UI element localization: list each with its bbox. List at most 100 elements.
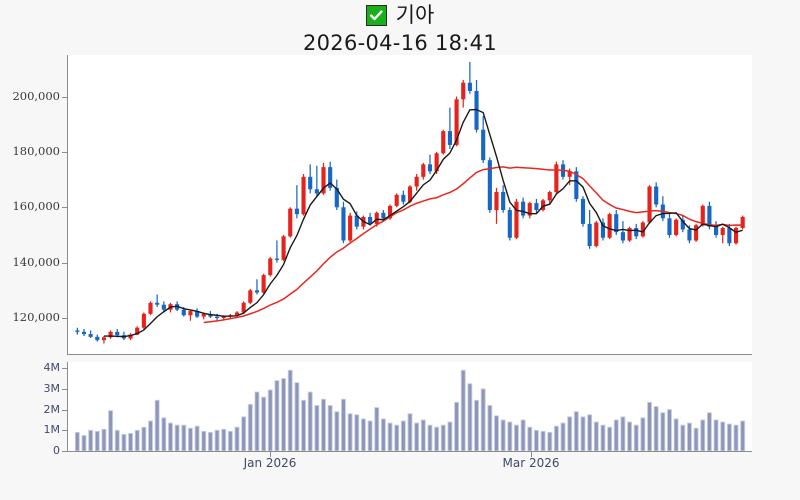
volume-bar — [460, 369, 466, 451]
volume-bar — [547, 431, 553, 451]
candlestick — [580, 198, 586, 224]
candlestick — [634, 228, 639, 237]
candlestick — [214, 316, 220, 319]
volume-bar — [387, 422, 393, 451]
candlestick — [274, 258, 279, 260]
candlestick — [281, 236, 286, 260]
chart-header: 기아 2026-04-16 18:41 — [0, 0, 800, 56]
volume-bar — [540, 430, 546, 451]
price-y-tick-label: 180,000 — [12, 143, 60, 158]
candlestick — [401, 194, 406, 202]
candlestick — [241, 302, 246, 313]
candlestick — [341, 207, 346, 241]
volume-y-tick-label: 3M — [43, 381, 61, 395]
candlestick — [600, 222, 606, 238]
volume-y-tick-label: 1M — [43, 423, 61, 437]
candlestick — [248, 290, 253, 303]
volume-bar — [327, 405, 333, 451]
candlestick — [720, 228, 725, 235]
volume-y-tick-label: 0 — [53, 444, 60, 457]
candlestick — [494, 192, 499, 211]
candlestick — [640, 222, 645, 237]
volume-bar — [533, 429, 539, 451]
volume-bar — [114, 429, 120, 451]
volume-bar — [733, 424, 739, 451]
volume-bar — [593, 421, 599, 451]
volume-bar — [507, 421, 513, 451]
volume-bar — [301, 399, 306, 451]
candlestick — [407, 186, 413, 202]
candlestick — [427, 164, 433, 172]
price-y-tick — [62, 96, 67, 98]
candlestick — [188, 311, 193, 316]
volume-bar — [680, 424, 686, 451]
volume-y-tick — [62, 388, 67, 390]
candlestick — [394, 194, 399, 206]
price-y-tick-label: 120,000 — [12, 310, 60, 324]
candlestick — [261, 275, 266, 293]
candlestick — [474, 90, 479, 130]
volume-bar — [673, 418, 679, 451]
volume-y-tick — [62, 430, 67, 432]
volume-bar — [567, 416, 573, 451]
volume-bar — [740, 420, 746, 451]
volume-bar — [148, 420, 153, 451]
volume-bar — [553, 425, 559, 451]
candlestick — [447, 131, 452, 145]
candlestick — [288, 208, 293, 237]
volume-bar — [620, 416, 626, 451]
volume-y-tick-label: 2M — [43, 402, 61, 416]
title-row: 기아 — [0, 1, 800, 29]
ma-short-line — [103, 108, 743, 338]
candlestick — [148, 302, 153, 314]
volume-y-tick — [62, 368, 67, 370]
volume-bar — [407, 413, 413, 451]
volume-bar — [247, 403, 253, 451]
volume-bar — [647, 401, 652, 451]
volume-bar — [607, 426, 613, 451]
candlestick — [707, 205, 712, 227]
volume-bar — [274, 380, 280, 451]
candlestick — [221, 316, 226, 319]
candlestick — [308, 176, 313, 190]
volume-bar — [307, 391, 313, 451]
candlestick — [727, 228, 732, 244]
volume-bar — [281, 378, 287, 451]
volume-bar — [374, 407, 380, 451]
candlestick — [334, 187, 339, 208]
volume-bar — [720, 421, 726, 451]
candlestick — [268, 258, 273, 276]
volume-y-tick — [62, 409, 67, 411]
volume-bar — [573, 411, 579, 451]
candlestick — [521, 201, 526, 216]
candlestick — [694, 225, 699, 241]
price-y-tick-label: 160,000 — [12, 199, 60, 214]
volume-bar — [400, 420, 406, 451]
volume-bar — [560, 422, 566, 451]
candlestick — [614, 214, 619, 233]
candlestick — [501, 192, 506, 211]
volume-bar — [354, 414, 360, 451]
volume-bar — [454, 401, 460, 451]
volume-bar — [94, 430, 100, 451]
volume-y-tick — [62, 451, 67, 452]
price-chart-panel — [67, 55, 752, 355]
volume-bar — [108, 410, 114, 451]
candlestick — [387, 205, 393, 219]
price-y-tick — [62, 207, 67, 209]
candlestick — [507, 210, 512, 238]
price-y-tick — [62, 318, 67, 319]
candlestick — [733, 228, 739, 244]
volume-bar — [334, 411, 340, 451]
volume-bar — [360, 418, 366, 451]
candlestick — [700, 205, 705, 226]
volume-bar — [427, 424, 433, 451]
candlestick — [454, 99, 459, 145]
volume-bar — [447, 421, 453, 451]
volume-bar — [687, 422, 692, 451]
volume-bar — [726, 423, 732, 451]
candlestick — [434, 153, 439, 172]
volume-bar — [181, 424, 187, 451]
candlestick — [554, 164, 559, 193]
candlestick — [88, 334, 93, 337]
